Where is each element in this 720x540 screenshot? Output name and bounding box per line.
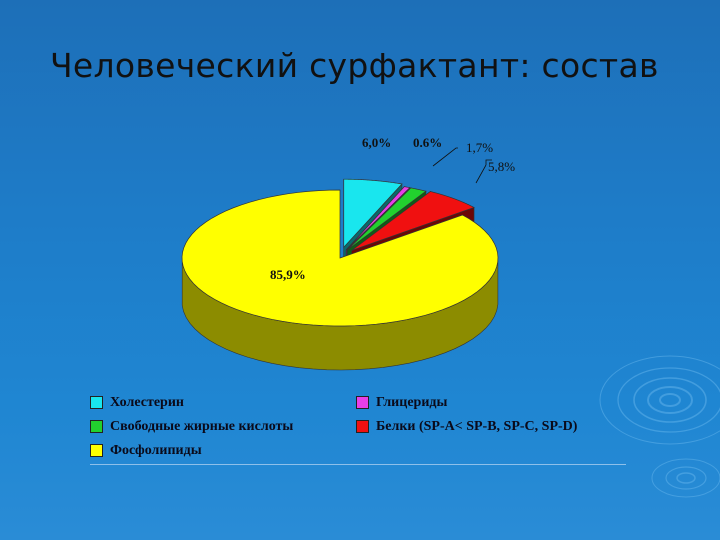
legend-swatch <box>356 420 369 433</box>
chart-legend: Холестерин Глицериды Свободные жирные ки… <box>90 393 626 465</box>
legend-item-cholesterol: Холестерин <box>90 393 356 412</box>
pie-slice-cholesterol <box>343 178 403 249</box>
legend-swatch <box>356 396 369 409</box>
legend-label: Свободные жирные кислоты <box>110 418 294 434</box>
data-label-proteins: 5,8% <box>488 159 515 174</box>
slide-title: Человеческий сурфактант: состав <box>50 46 659 85</box>
legend-swatch <box>90 444 103 457</box>
data-label-fatty-acids: 1,7% <box>466 140 493 155</box>
legend-item-glycerides: Глицериды <box>356 393 626 412</box>
data-label-glycerides: 0.6% <box>413 135 442 150</box>
legend-label: Глицериды <box>376 394 448 410</box>
legend-item-phospholipids: Фосфолипиды <box>90 441 356 460</box>
pie-chart: 6,0% 0.6% 1,7% 5,8% 85,9% <box>181 135 515 371</box>
legend-swatch <box>90 420 103 433</box>
legend-item-proteins: Белки (SP-A< SP-B, SP-C, SP-D) <box>356 417 626 436</box>
leader-line <box>475 159 492 184</box>
pie-slice-glycerides <box>345 186 411 251</box>
legend-label: Холестерин <box>110 394 184 410</box>
legend-swatch <box>90 396 103 409</box>
legend-item-fatty-acids: Свободные жирные кислоты <box>90 417 356 436</box>
pie-slice-phospholipids <box>181 189 499 327</box>
legend-label: Белки (SP-A< SP-B, SP-C, SP-D) <box>376 418 578 434</box>
legend-label: Фосфолипиды <box>110 442 202 458</box>
pie-layer <box>181 178 499 371</box>
pie-slice-proteins <box>351 191 475 251</box>
leader-line <box>432 147 458 167</box>
pie-slice-fatty-acids <box>346 187 427 251</box>
label-layer: 6,0% 0.6% 1,7% 5,8% 85,9% <box>270 135 515 282</box>
data-label-cholesterol: 6,0% <box>362 135 391 150</box>
data-label-phospholipids: 85,9% <box>270 267 306 282</box>
